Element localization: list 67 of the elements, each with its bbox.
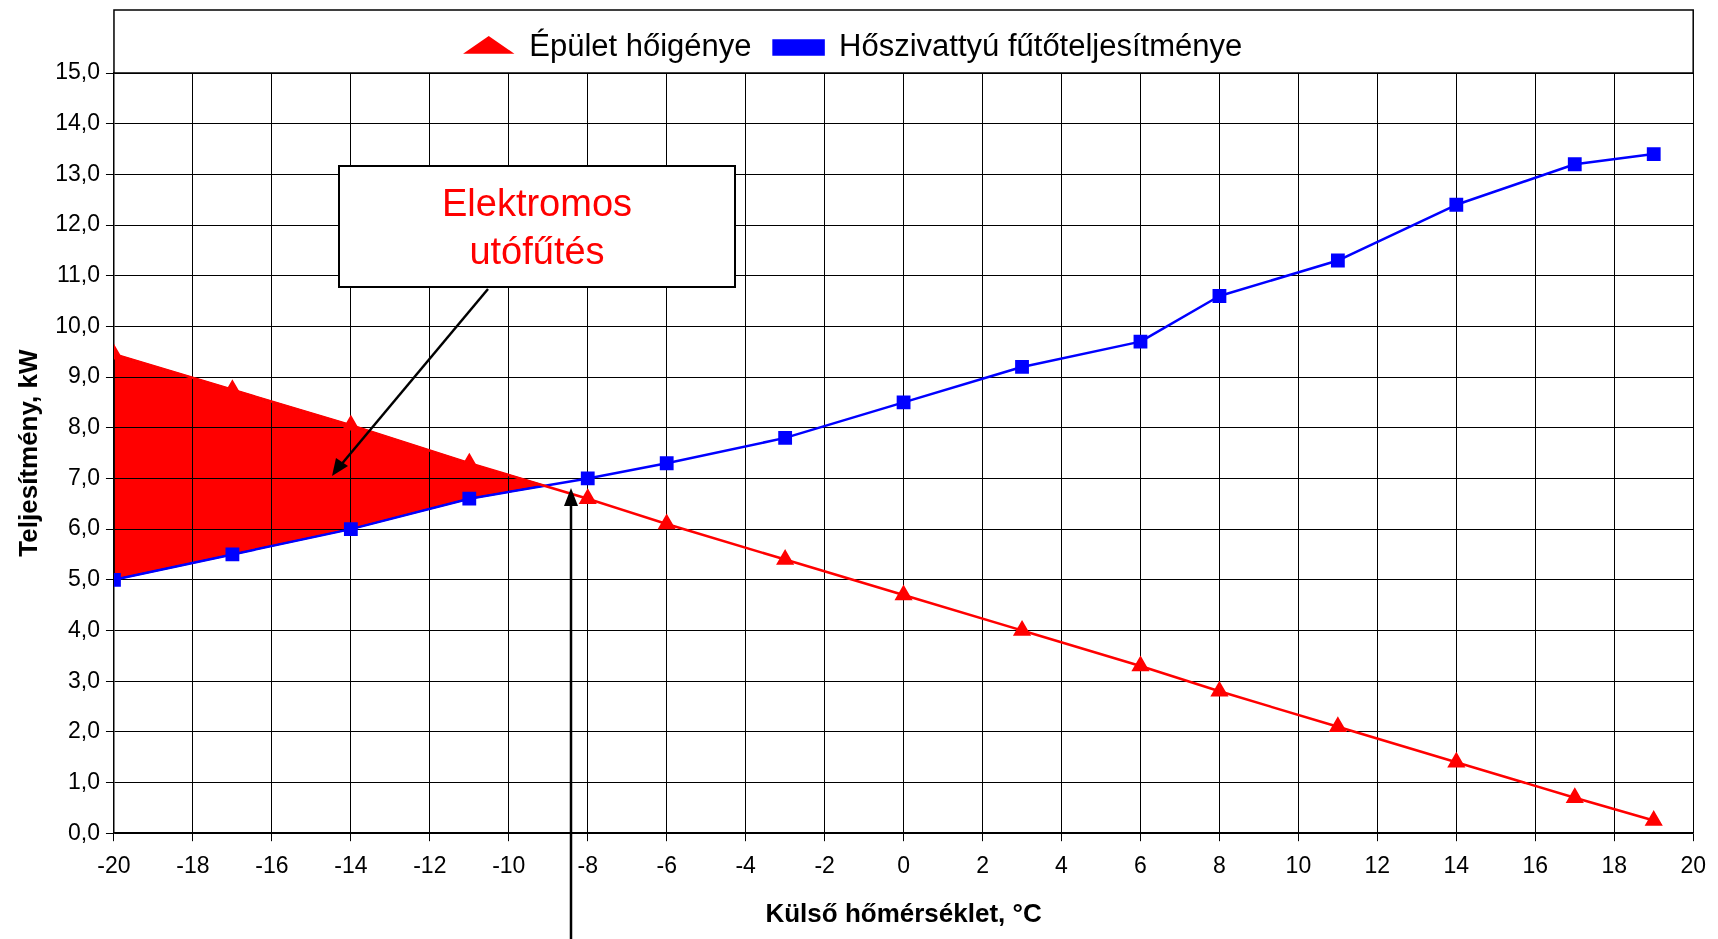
y-tick-label: 11,0	[56, 261, 100, 288]
x-tick-label: -18	[176, 852, 210, 879]
x-tick-label: 2	[976, 852, 989, 879]
x-tick-label: -4	[735, 852, 757, 879]
point	[225, 547, 240, 562]
point	[1567, 157, 1582, 172]
x-tick-label: 16	[1522, 852, 1549, 879]
point	[1211, 682, 1228, 697]
x-tick-label: 8	[1213, 852, 1226, 879]
point	[1329, 717, 1347, 733]
point	[1566, 788, 1583, 803]
x-tick-label: -14	[334, 852, 368, 879]
point	[1212, 289, 1227, 303]
point	[580, 471, 595, 486]
x-tick-label: -10	[492, 852, 526, 879]
legend-label: Épület hőigénye	[529, 28, 752, 64]
point	[1448, 753, 1465, 768]
y-tick-label: 6,0	[67, 514, 100, 541]
point	[1132, 656, 1149, 672]
point	[1646, 147, 1661, 161]
y-tick-label: 9,0	[67, 362, 100, 389]
y-tick-label: 14,0	[55, 109, 100, 136]
x-tick-label: -2	[814, 852, 835, 879]
y-tick-label: 0,0	[67, 818, 100, 845]
x-tick-label: -8	[577, 852, 598, 879]
point	[1449, 197, 1464, 212]
y-tick-label: 12,0	[55, 210, 100, 237]
y-tick-label: 4,0	[67, 615, 100, 642]
y-tick-label: 10,0	[55, 311, 100, 338]
point	[343, 522, 358, 537]
y-tick-label: 15,0	[55, 58, 100, 85]
x-tick-label: 18	[1601, 852, 1628, 879]
point	[342, 415, 360, 431]
y-tick-label: 7,0	[67, 463, 100, 490]
y-tick-label: 13,0	[55, 159, 100, 186]
legend-label: Hőszivattyú fűtőteljesítménye	[839, 28, 1243, 64]
point	[1330, 253, 1345, 268]
x-tick-label: 14	[1443, 852, 1470, 879]
x-tick-label: 0	[897, 852, 910, 879]
point	[778, 430, 793, 445]
point	[659, 456, 674, 471]
point	[462, 491, 477, 506]
point	[1013, 621, 1031, 636]
x-axis-title: Külső hőmérséklet, °C	[765, 897, 1042, 928]
x-tick-label: 20	[1680, 852, 1707, 879]
x-tick-label: 12	[1364, 852, 1391, 879]
x-tick-label: -6	[656, 852, 677, 879]
point	[1015, 360, 1029, 374]
y-axis-title: Teljesítmény, kW	[12, 349, 43, 557]
y-tick-label: 3,0	[67, 666, 100, 693]
x-tick-label: 4	[1055, 852, 1069, 879]
point	[1645, 811, 1662, 826]
y-tick-label: 5,0	[67, 565, 100, 592]
point	[579, 489, 596, 504]
x-tick-label: -16	[255, 852, 289, 879]
point	[776, 550, 794, 565]
point	[895, 585, 912, 601]
x-tick-label: -12	[413, 852, 447, 879]
x-tick-label: 10	[1285, 852, 1312, 879]
y-tick-label: 2,0	[67, 717, 100, 744]
point	[1133, 334, 1148, 349]
y-tick-label: 1,0	[67, 767, 100, 794]
x-tick-label: -20	[97, 852, 131, 879]
point	[896, 395, 911, 410]
x-tick-label: 6	[1134, 852, 1147, 879]
y-tick-label: 8,0	[67, 413, 100, 440]
point	[658, 514, 675, 530]
